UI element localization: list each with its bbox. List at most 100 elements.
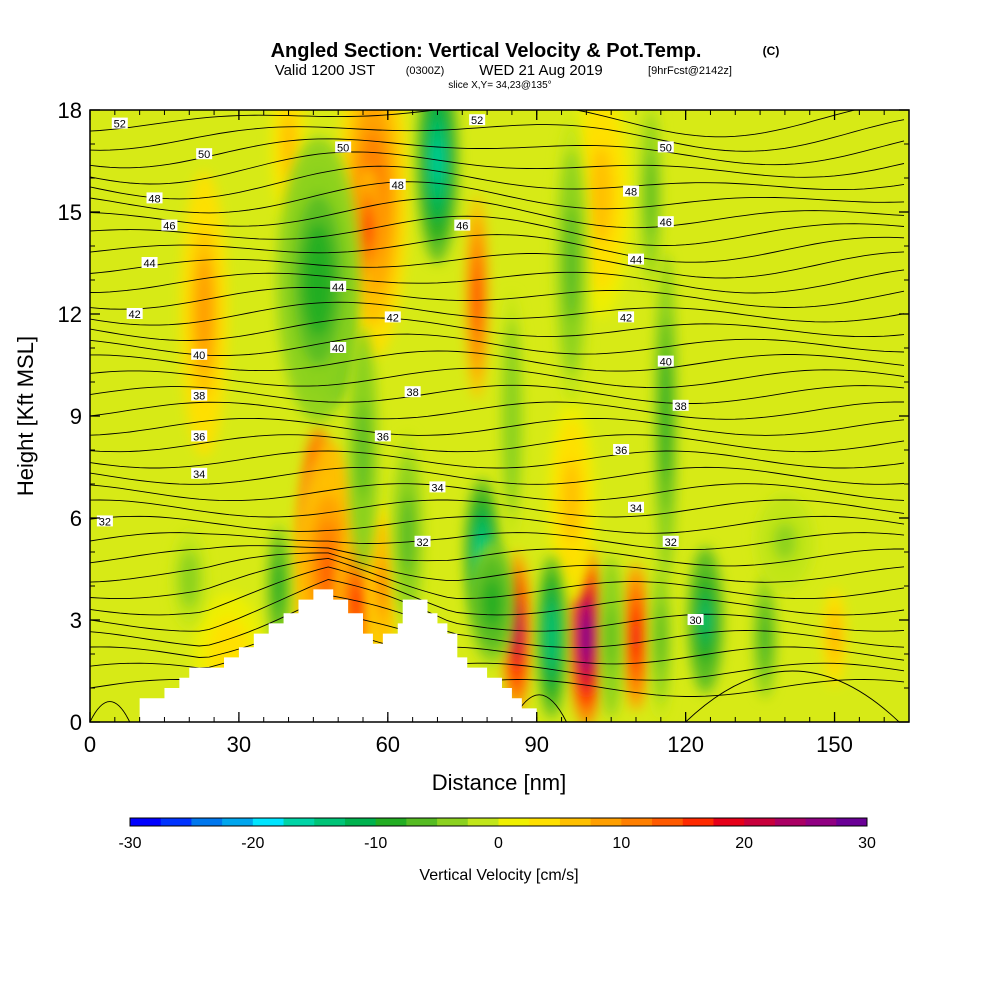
svg-text:44: 44 bbox=[332, 282, 344, 294]
svg-text:42: 42 bbox=[129, 309, 141, 321]
contour-label-14: 42 bbox=[126, 308, 143, 321]
colorbar-swatch-14 bbox=[559, 818, 592, 826]
colorbar-swatch-20 bbox=[744, 818, 776, 826]
svg-text:52: 52 bbox=[471, 115, 483, 127]
theta-contour-31 bbox=[90, 165, 905, 200]
colorbar-swatch-7 bbox=[344, 818, 377, 826]
theta-contour-30 bbox=[90, 181, 905, 214]
colorbar-tick-label-6: 30 bbox=[858, 835, 876, 852]
contour-label-4: 50 bbox=[657, 141, 674, 154]
valid-time-prefix: Valid 1200 JST bbox=[275, 62, 376, 79]
plot-area: 52 52 50 50 50 48 48 48 46 46 46 44 44 44 42 42 42 40 40 40… bbox=[90, 110, 909, 722]
svg-text:50: 50 bbox=[660, 142, 672, 154]
theta-contour-14 bbox=[90, 450, 905, 469]
svg-text:44: 44 bbox=[630, 255, 642, 267]
velocity-cell-30 bbox=[638, 110, 663, 297]
svg-text:36: 36 bbox=[377, 431, 389, 443]
contour-label-8: 46 bbox=[161, 219, 178, 233]
x-tick-label-2: 60 bbox=[376, 732, 400, 757]
svg-text:34: 34 bbox=[630, 503, 642, 515]
title-block: Angled Section: Vertical Velocity & Pot.… bbox=[271, 40, 780, 91]
colorbar-swatch-23 bbox=[836, 818, 868, 826]
contour-label-28: 34 bbox=[628, 501, 644, 515]
theta-contour-34 bbox=[90, 119, 905, 152]
contour-label-30: 32 bbox=[414, 535, 431, 549]
contour-label-22: 38 bbox=[672, 399, 689, 413]
contour-label-9: 46 bbox=[454, 219, 471, 233]
contour-labels: 52 52 50 50 50 48 48 48 46 46 46 44 44 44 42 42 42 40 40 40… bbox=[96, 114, 704, 627]
svg-text:42: 42 bbox=[620, 312, 632, 324]
velocity-cell-20 bbox=[468, 541, 516, 665]
theta-contour-5 bbox=[90, 566, 905, 616]
svg-text:38: 38 bbox=[675, 401, 687, 413]
potential-temperature-contours bbox=[90, 110, 905, 722]
contour-label-31: 32 bbox=[662, 535, 679, 549]
colorbar-swatch-10 bbox=[437, 818, 469, 826]
y-tick-label-6: 18 bbox=[58, 98, 82, 123]
chart-title: Angled Section: Vertical Velocity & Pot.… bbox=[271, 40, 702, 62]
theta-contour-25 bbox=[90, 269, 905, 294]
svg-text:30: 30 bbox=[689, 615, 701, 627]
colorbar-swatch-12 bbox=[498, 818, 530, 826]
theta-contour-16 bbox=[90, 417, 905, 436]
contour-label-32: 30 bbox=[687, 614, 704, 627]
theta-contour-17 bbox=[90, 401, 904, 420]
svg-text:38: 38 bbox=[193, 391, 205, 403]
x-axis-label: Distance [nm] bbox=[432, 770, 567, 795]
svg-text:32: 32 bbox=[99, 516, 111, 528]
theta-contour-35 bbox=[90, 110, 857, 138]
y-tick-label-1: 3 bbox=[70, 608, 82, 633]
colorbar-tick-label-1: -20 bbox=[241, 835, 264, 852]
svg-text:36: 36 bbox=[615, 445, 627, 457]
colorbar-swatch-16 bbox=[621, 818, 653, 826]
theta-contour-27 bbox=[90, 234, 905, 263]
x-tick-label-0: 0 bbox=[84, 732, 96, 757]
theta-contour-6 bbox=[90, 557, 905, 600]
colorbar-swatch-3 bbox=[222, 818, 254, 826]
colorbar-swatch-18 bbox=[682, 818, 714, 826]
velocity-cell-7 bbox=[822, 588, 847, 686]
svg-text:46: 46 bbox=[456, 221, 468, 233]
theta-contour-4 bbox=[90, 579, 905, 632]
theta-contour-28 bbox=[90, 215, 905, 246]
colorbar-swatch-11 bbox=[467, 818, 499, 826]
theta-contour-12 bbox=[90, 483, 905, 502]
velocity-cell-31 bbox=[348, 327, 378, 573]
colorbar-swatch-1 bbox=[160, 818, 192, 826]
contour-label-27: 34 bbox=[429, 481, 446, 494]
velocity-cell-25 bbox=[753, 575, 777, 699]
theta-contour-18 bbox=[90, 384, 905, 404]
contour-label-20: 38 bbox=[191, 389, 208, 403]
contour-label-17: 40 bbox=[191, 348, 208, 362]
colorbar-title: Vertical Velocity [cm/s] bbox=[419, 867, 578, 884]
y-tick-label-2: 6 bbox=[70, 506, 82, 531]
terrain bbox=[90, 589, 909, 722]
theta-contour-26 bbox=[90, 251, 905, 279]
slice-info: slice X,Y= 34,23@135° bbox=[448, 80, 551, 91]
theta-contour-22 bbox=[90, 317, 905, 341]
y-tick-label-3: 9 bbox=[70, 404, 82, 429]
contour-label-25: 36 bbox=[613, 444, 630, 457]
svg-text:32: 32 bbox=[665, 537, 677, 549]
velocity-cell-21 bbox=[536, 555, 567, 719]
contour-label-16: 42 bbox=[618, 311, 635, 324]
surface-contour-1 bbox=[685, 670, 900, 722]
colorbar-swatch-5 bbox=[283, 818, 315, 826]
theta-contour-32 bbox=[90, 151, 905, 185]
colorbar-tick-label-5: 20 bbox=[735, 835, 753, 852]
contour-label-18: 40 bbox=[330, 342, 347, 355]
colorbar-swatch-13 bbox=[529, 818, 561, 826]
colorbar-swatch-17 bbox=[652, 818, 684, 826]
theta-contour-2 bbox=[90, 611, 905, 665]
svg-text:52: 52 bbox=[114, 119, 126, 131]
colorbar-swatch-8 bbox=[375, 818, 407, 826]
theta-contour-7 bbox=[90, 552, 905, 583]
theta-contour-20 bbox=[90, 350, 905, 372]
contour-label-21: 38 bbox=[404, 386, 421, 399]
svg-text:50: 50 bbox=[198, 149, 210, 161]
contour-label-0: 52 bbox=[111, 117, 128, 131]
colorbar: -30 -20 -10 0 10 20 30 bbox=[118, 817, 876, 852]
x-tick-label-1: 30 bbox=[227, 732, 251, 757]
